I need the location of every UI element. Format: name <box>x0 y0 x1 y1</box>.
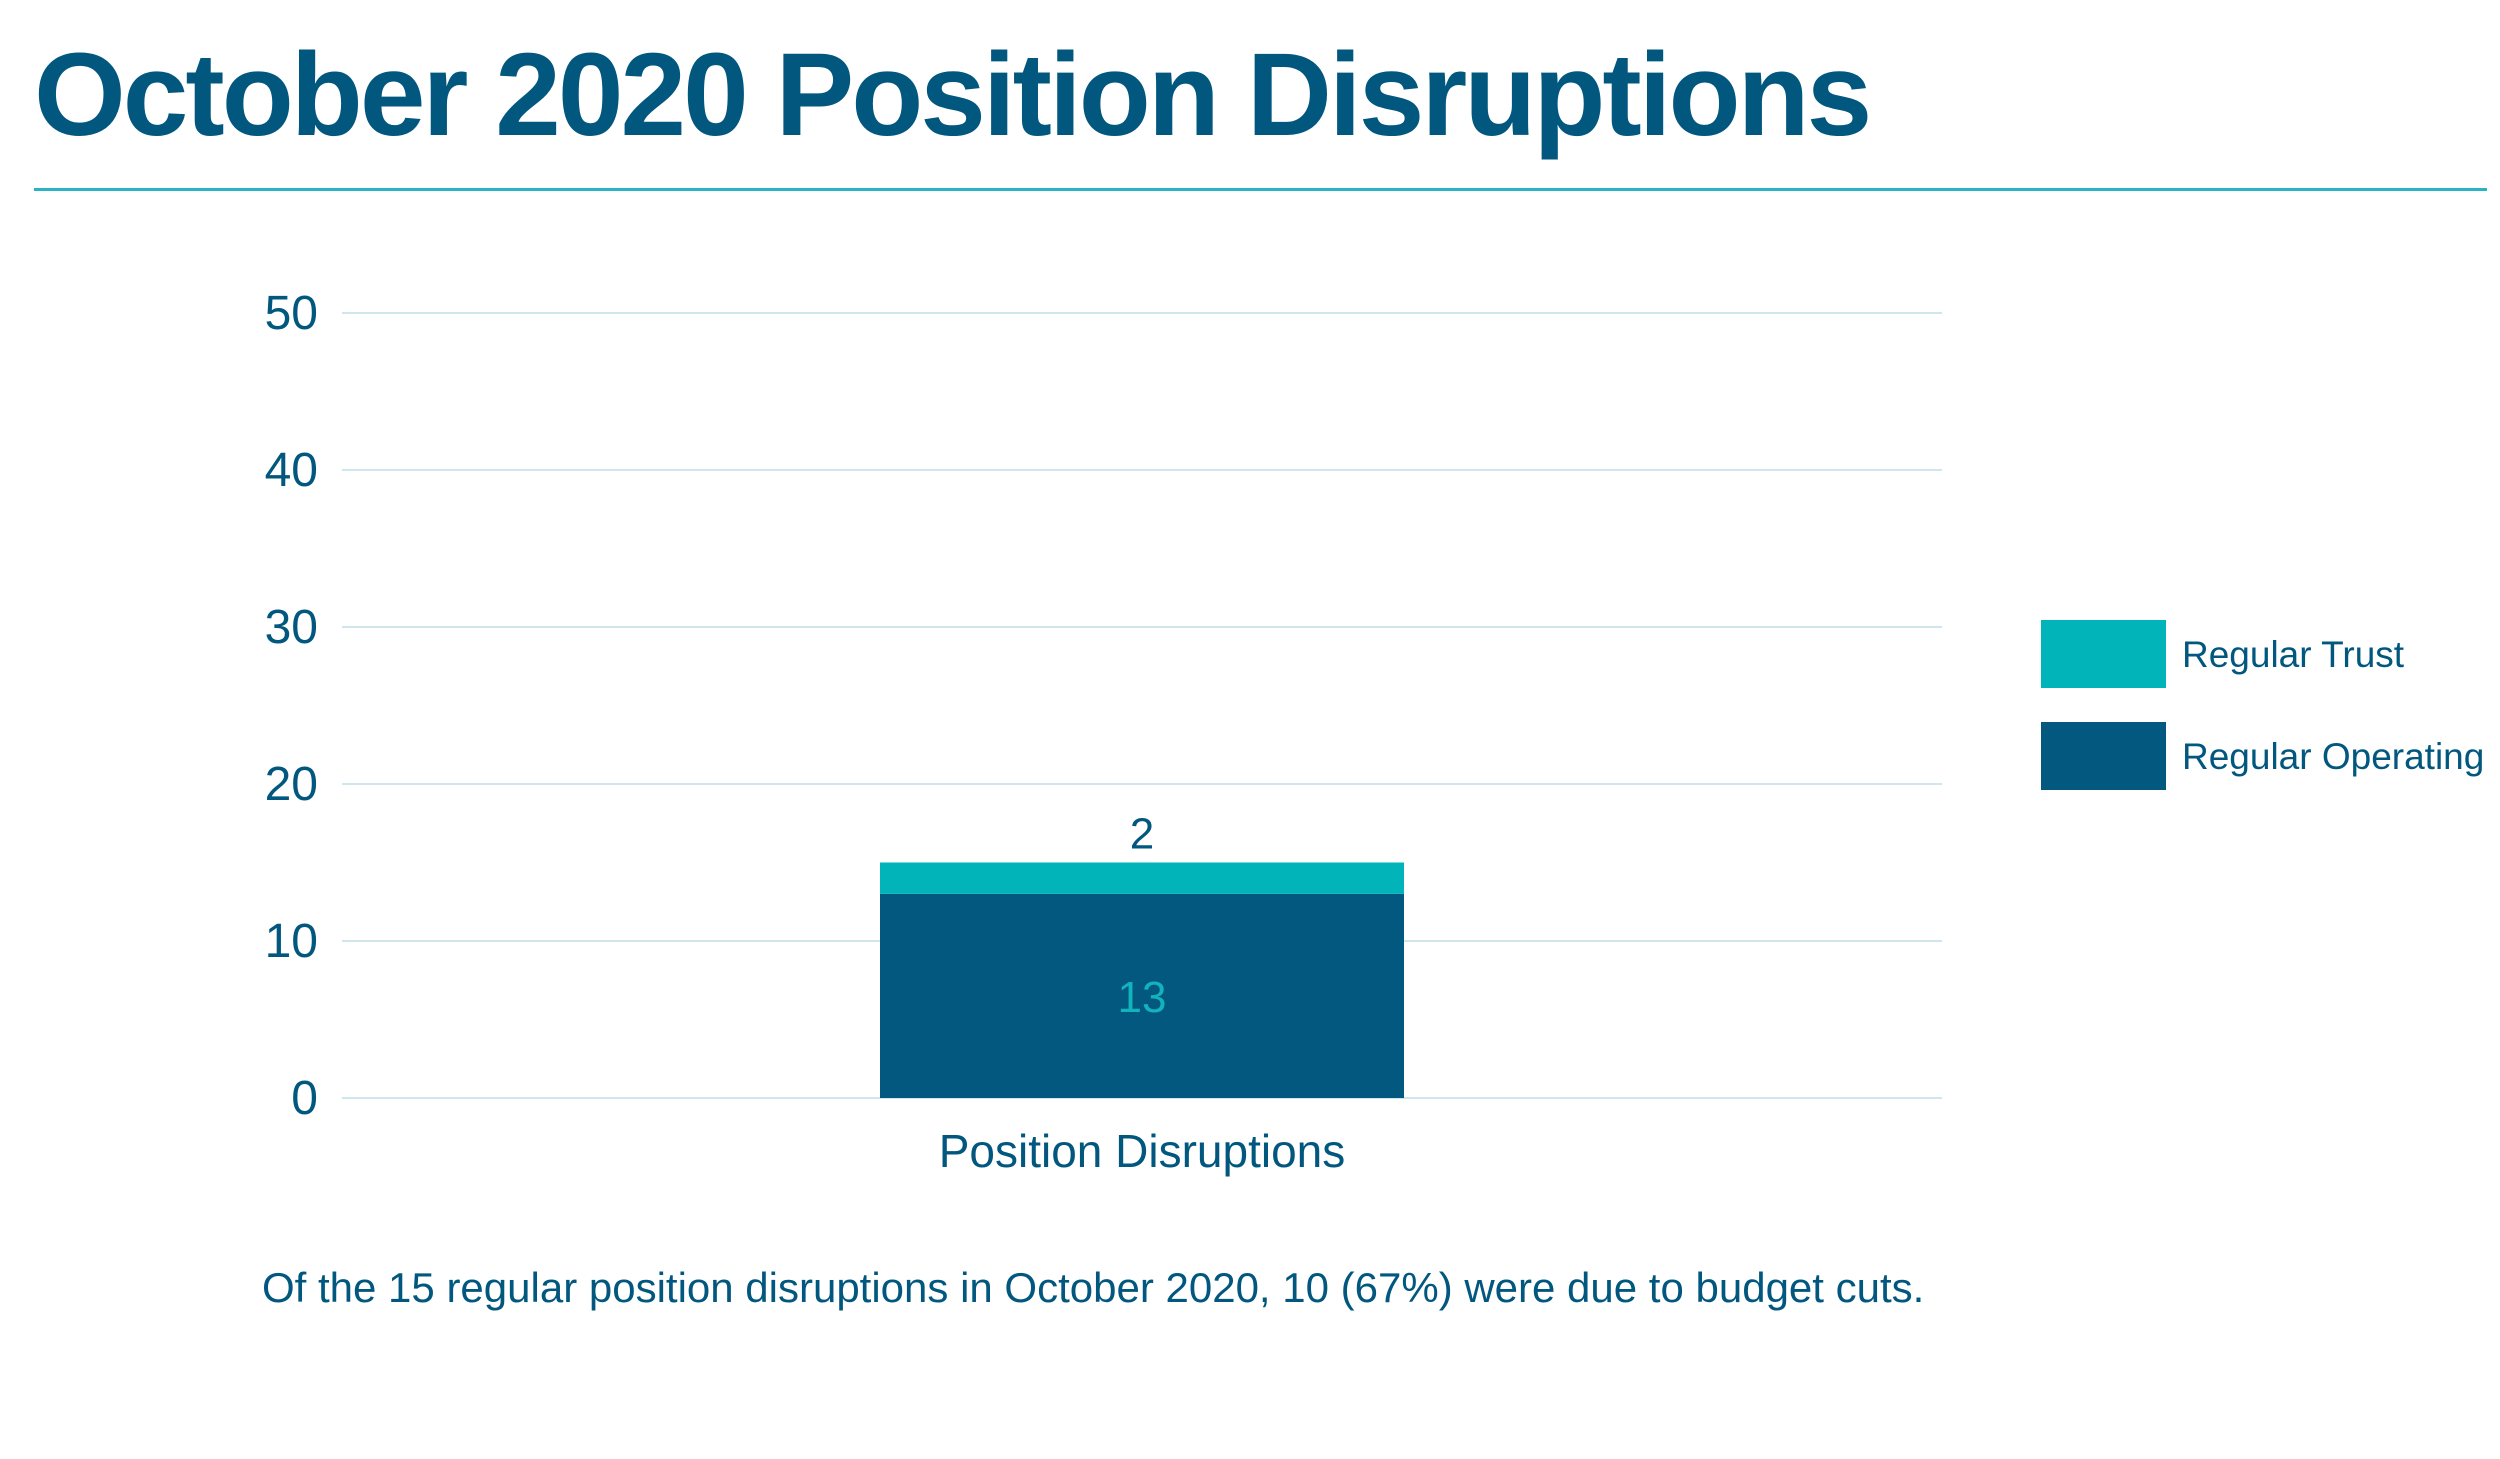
bar-regular-trust <box>880 862 1404 894</box>
page-title: October 2020 Position Disruptions <box>34 29 1872 161</box>
y-tick-label: 30 <box>265 601 318 654</box>
y-tick-label: 50 <box>265 287 318 340</box>
y-tick-label: 20 <box>265 758 318 811</box>
y-tick-label: 0 <box>291 1072 318 1125</box>
data-label: 13 <box>1118 973 1167 1022</box>
legend-swatch <box>2041 620 2166 688</box>
chart-caption: Of the 15 regular position disruptions i… <box>262 1264 1925 1311</box>
legend-swatch <box>2041 722 2166 790</box>
x-category-label: Position Disruptions <box>939 1125 1346 1177</box>
legend-label: Regular Operating <box>2182 736 2484 777</box>
bar-regular-operating <box>880 893 1404 1098</box>
y-tick-label: 40 <box>265 444 318 497</box>
y-tick-label: 10 <box>265 915 318 968</box>
data-label: 2 <box>1130 810 1154 859</box>
title-divider <box>34 188 2487 191</box>
legend-label: Regular Trust <box>2182 634 2405 675</box>
